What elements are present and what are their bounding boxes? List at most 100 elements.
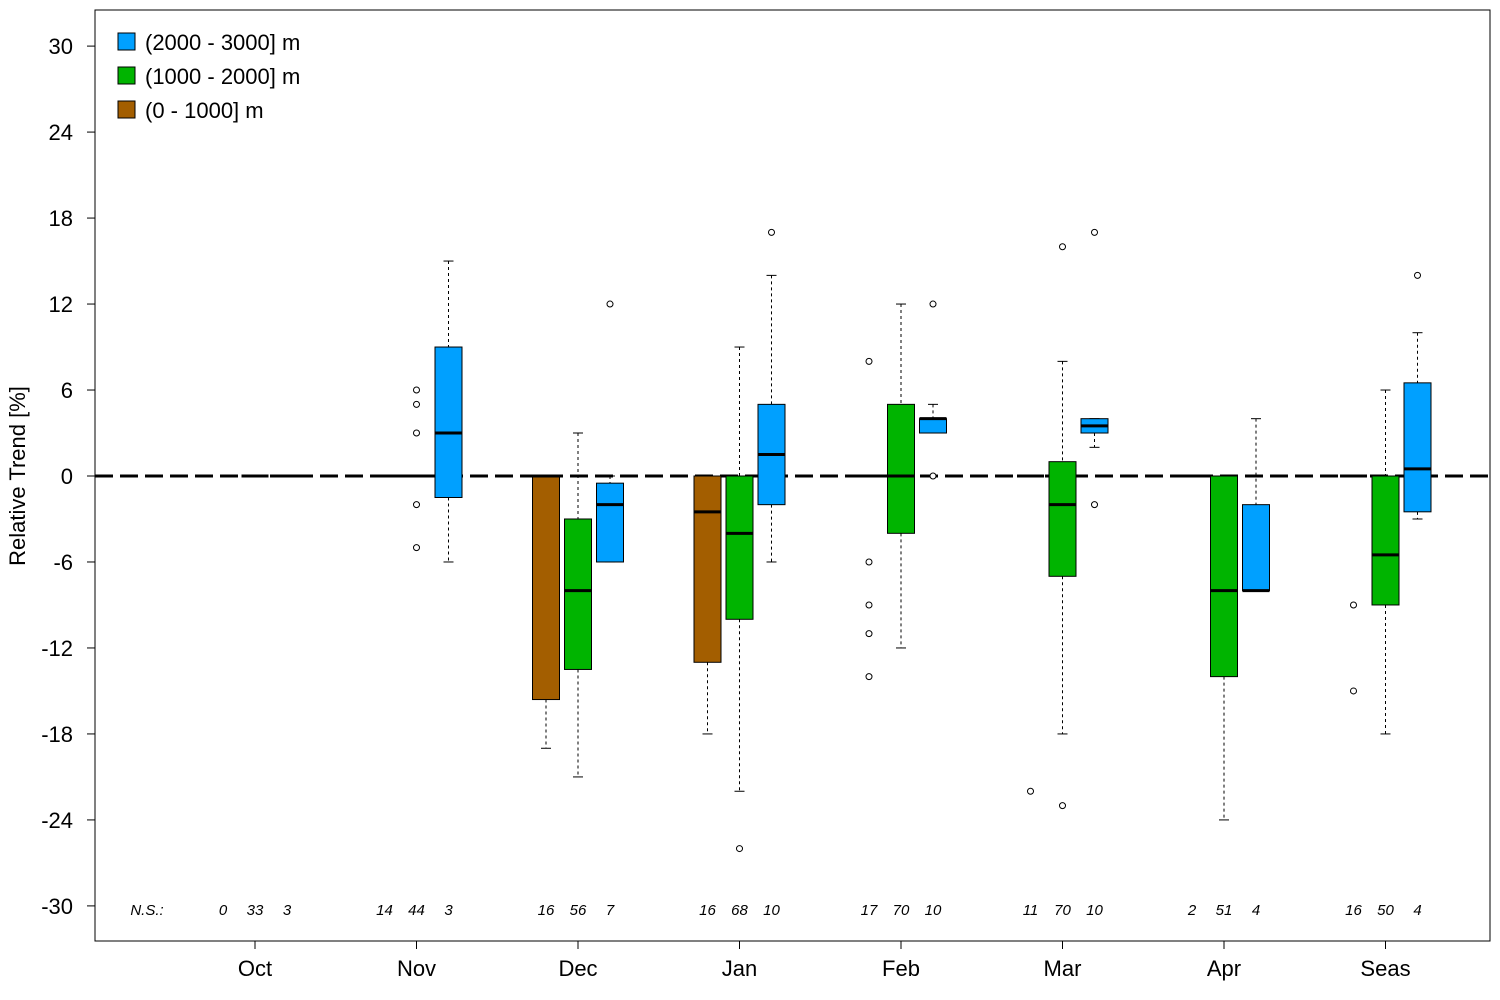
legend-item: (2000 - 3000] m [117, 30, 300, 55]
box-jan-series-3 [757, 228, 786, 563]
outlier-point [865, 630, 873, 638]
iqr-box [1210, 475, 1238, 678]
outlier-point [413, 400, 420, 408]
outlier-point [865, 601, 873, 609]
box-jan-series-1 [693, 475, 722, 735]
outlier-point [413, 544, 420, 552]
outlier-point [736, 845, 743, 853]
box-mar-series-1 [1017, 474, 1044, 795]
iqr-box [1371, 475, 1400, 606]
iqr-box [725, 475, 754, 620]
ns-count: 16 [1345, 902, 1362, 919]
y-tick-label: 0 [61, 464, 73, 489]
ns-count: 16 [699, 902, 716, 919]
y-axis-title: Relative Trend [%] [5, 386, 30, 566]
ns-count: 0 [219, 902, 228, 919]
y-tick-label: -24 [41, 808, 73, 833]
y-tick-label: 12 [49, 292, 73, 317]
ns-count: 7 [606, 902, 615, 919]
outlier-point [413, 501, 420, 509]
legend-item: (0 - 1000] m [117, 98, 264, 123]
ns-count: 3 [283, 902, 292, 919]
box-mar-series-3 [1080, 228, 1109, 509]
ns-count: 10 [763, 902, 780, 919]
outlier-point [1059, 243, 1066, 251]
outlier-point [413, 386, 420, 394]
ns-count: 70 [1054, 902, 1071, 919]
box-seas-series-1 [1340, 474, 1367, 695]
ns-count: 68 [731, 902, 748, 919]
legend-label: (2000 - 3000] m [145, 30, 300, 55]
x-tick-label: Dec [558, 956, 597, 981]
y-tick-label: 18 [49, 206, 73, 231]
box-jan-series-2 [725, 346, 754, 853]
y-tick-label: 30 [49, 34, 73, 59]
legend-swatch [117, 66, 136, 85]
box-nov-series-3 [434, 260, 463, 563]
box-mar-series-2 [1048, 243, 1077, 810]
ns-count: 70 [893, 902, 910, 919]
y-tick-label: 6 [61, 378, 73, 403]
box-dec-series-3 [596, 300, 624, 563]
iqr-box [693, 475, 722, 663]
ns-label: N.S.: [130, 902, 163, 919]
outlier-point [413, 429, 420, 437]
x-tick-label: Oct [238, 956, 272, 981]
iqr-box [1242, 504, 1270, 592]
ns-count: 56 [570, 902, 587, 919]
box-feb-series-1 [855, 357, 883, 681]
iqr-box [1048, 461, 1077, 577]
legend-swatch [117, 32, 136, 51]
outlier-point [1091, 501, 1098, 509]
legend-swatch [117, 100, 136, 119]
legend: (2000 - 3000] m (1000 - 2000] m (0 - 1000]… [117, 30, 300, 123]
box-apr-series-3 [1242, 418, 1270, 593]
box-dec-series-2 [564, 432, 592, 778]
ns-count: 10 [1086, 902, 1103, 919]
outlier-point [1350, 601, 1357, 609]
box-seas-series-2 [1371, 389, 1400, 735]
ns-count: 14 [376, 902, 393, 919]
ns-count: 17 [861, 902, 878, 919]
ns-count: 2 [1187, 902, 1197, 919]
outlier-point [1059, 802, 1066, 810]
outlier-point [1414, 271, 1421, 279]
y-tick-label: 24 [49, 120, 73, 145]
iqr-box [887, 403, 915, 534]
ns-count: 3 [444, 902, 453, 919]
ns-count: 4 [1252, 902, 1260, 919]
outlier-point [929, 300, 937, 308]
boxes-layer [241, 228, 1432, 853]
outlier-point [929, 472, 937, 480]
x-tick-label: Feb [882, 956, 920, 981]
box-seas-series-3 [1403, 271, 1432, 520]
box-feb-series-3 [919, 300, 947, 480]
iqr-box [434, 346, 463, 498]
outlier-point [865, 558, 873, 566]
ns-count: 4 [1413, 902, 1421, 919]
box-apr-series-2 [1210, 475, 1238, 821]
iqr-box [596, 482, 624, 563]
ns-count: 51 [1216, 902, 1233, 919]
iqr-box [1403, 382, 1432, 513]
box-dec-series-1 [532, 474, 560, 749]
legend-label: (0 - 1000] m [145, 98, 264, 123]
outlier-point [865, 357, 873, 365]
box-nov-series-2 [403, 386, 430, 552]
y-tick-label: -30 [41, 894, 73, 919]
x-tick-label: Jan [722, 956, 757, 981]
legend-item: (1000 - 2000] m [117, 64, 300, 89]
outlier-point [768, 228, 775, 236]
ns-count: 10 [925, 902, 942, 919]
y-tick-label: -6 [53, 550, 73, 575]
ns-count: 16 [538, 902, 555, 919]
iqr-box [564, 518, 592, 670]
outlier-point [1350, 687, 1357, 695]
axes-layer: Relative Trend [%] -30 -24 -18 -12 -6 0 6 12 18 2… [5, 9, 1491, 981]
y-tick-label: -18 [41, 722, 73, 747]
legend-label: (1000 - 2000] m [145, 64, 300, 89]
iqr-box [919, 418, 947, 434]
outlier-point [606, 300, 614, 308]
